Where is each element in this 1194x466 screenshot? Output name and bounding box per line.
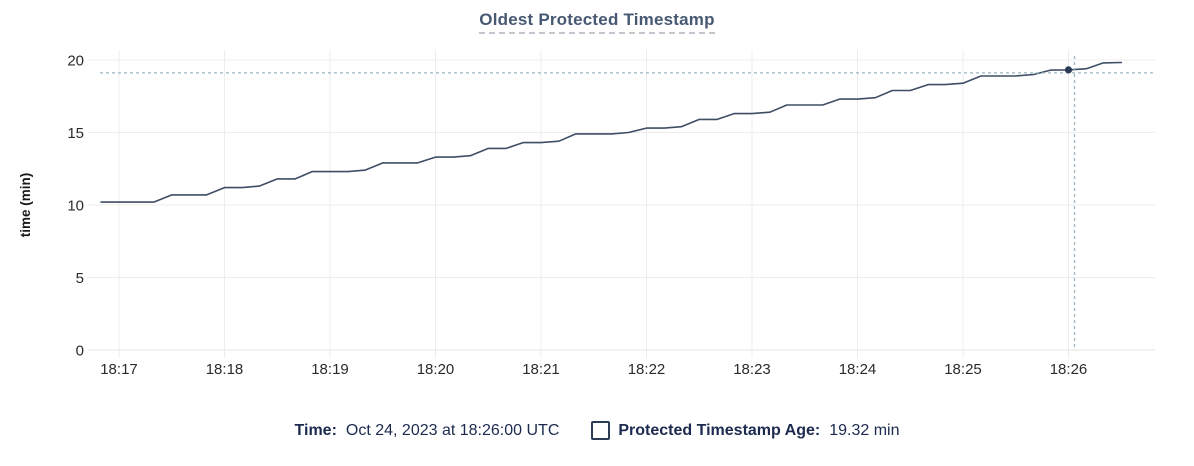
series-line-protected-timestamp-age [100,61,1123,203]
legend-series-toggle[interactable]: Protected Timestamp Age: 19.32 min [591,421,899,440]
y-tick-label: 0 [76,343,84,360]
hovered-data-point [1064,66,1073,74]
x-tick-label: 18:22 [628,361,666,378]
x-tick-label: 18:25 [944,361,982,378]
x-tick-label: 18:23 [733,361,771,378]
x-tick-label: 18:20 [417,361,455,378]
line-chart[interactable]: 0 5 10 15 20 18:17 18:18 18:19 18:20 18:21 18:22 18… [0,0,1194,410]
y-tick-label: 10 [67,198,84,215]
chart-title[interactable]: Oldest Protected Timestamp [479,10,715,34]
y-tick-label: 5 [76,270,84,287]
legend-time-value: Oct 24, 2023 at 18:26:00 UTC [345,421,560,439]
x-tick-label: 18:24 [839,361,877,378]
legend-time-label: Time: [294,421,337,439]
legend-checkbox-icon[interactable] [591,421,611,440]
y-axis-title: time (min) [18,173,33,238]
legend-series-value: 19.32 min [829,421,900,439]
y-tick-label: 20 [67,53,84,70]
x-tick-label: 18:26 [1050,361,1088,378]
legend: Time: Oct 24, 2023 at 18:26:00 UTC Prote… [0,421,1194,440]
chart-header: Oldest Protected Timestamp [0,10,1194,34]
legend-series-label: Protected Timestamp Age: [618,421,821,439]
legend-time-group: Time: Oct 24, 2023 at 18:26:00 UTC [295,422,560,440]
y-tick-label: 15 [67,125,84,142]
x-tick-label: 18:19 [311,361,349,378]
x-tick-label: 18:17 [100,361,138,378]
x-tick-label: 18:18 [206,361,244,378]
x-tick-label: 18:21 [522,361,560,378]
